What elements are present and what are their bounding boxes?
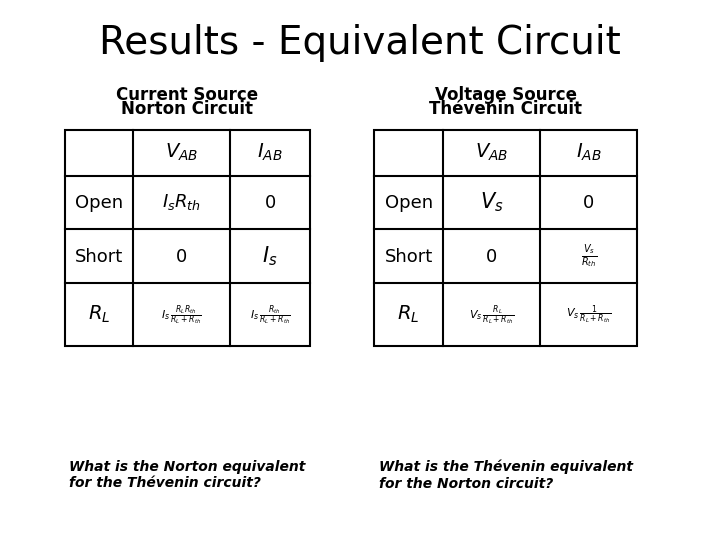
Text: $I_s R_{th}$: $I_s R_{th}$ <box>162 192 202 213</box>
Text: $\frac{V_s}{R_{th}}$: $\frac{V_s}{R_{th}}$ <box>580 242 597 271</box>
Text: $V_s$: $V_s$ <box>480 191 503 214</box>
Text: $V_s \,\frac{R_L}{R_L + R_{th}}$: $V_s \,\frac{R_L}{R_L + R_{th}}$ <box>469 302 514 327</box>
Text: What is the Thévenin equivalent
for the Norton circuit?: What is the Thévenin equivalent for the … <box>379 460 633 490</box>
Text: What is the Norton equivalent
for the Thévenin circuit?: What is the Norton equivalent for the Th… <box>69 460 305 490</box>
Text: 0: 0 <box>264 193 276 212</box>
Text: $V_{AB}$: $V_{AB}$ <box>474 142 508 163</box>
Text: Thévenin Circuit: Thévenin Circuit <box>429 100 582 118</box>
Text: $I_{AB}$: $I_{AB}$ <box>257 142 283 163</box>
Text: Current Source: Current Source <box>116 85 258 104</box>
Text: $V_{AB}$: $V_{AB}$ <box>165 142 199 163</box>
Text: $V_s \,\frac{1}{R_L + R_{th}}$: $V_s \,\frac{1}{R_L + R_{th}}$ <box>566 303 611 326</box>
Text: $I_s$: $I_s$ <box>262 245 278 268</box>
Bar <box>65 130 310 346</box>
Text: $I_s \,\frac{R_L R_{th}}{R_L + R_{th}}$: $I_s \,\frac{R_L R_{th}}{R_L + R_{th}}$ <box>161 302 202 327</box>
Text: Open: Open <box>75 193 123 212</box>
Text: Results - Equivalent Circuit: Results - Equivalent Circuit <box>99 24 621 62</box>
Text: Short: Short <box>75 247 123 266</box>
Text: Norton Circuit: Norton Circuit <box>121 100 253 118</box>
Text: $I_s \,\frac{R_{th}}{R_L + R_{th}}$: $I_s \,\frac{R_{th}}{R_L + R_{th}}$ <box>250 302 290 327</box>
Text: 0: 0 <box>486 247 497 266</box>
Bar <box>374 130 637 346</box>
Text: 0: 0 <box>583 193 594 212</box>
Text: Open: Open <box>384 193 433 212</box>
Text: $R_L$: $R_L$ <box>397 304 420 325</box>
Text: $R_L$: $R_L$ <box>88 304 110 325</box>
Text: $I_{AB}$: $I_{AB}$ <box>576 142 601 163</box>
Text: Short: Short <box>384 247 433 266</box>
Text: 0: 0 <box>176 247 187 266</box>
Text: Voltage Source: Voltage Source <box>435 85 577 104</box>
